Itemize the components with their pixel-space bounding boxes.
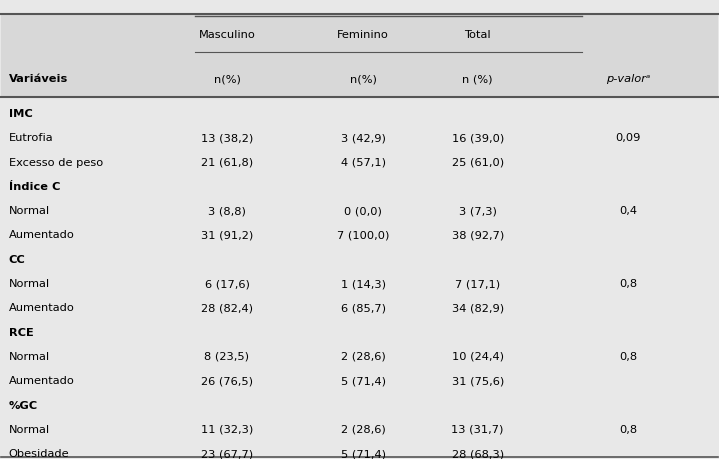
Text: Índice C: Índice C (9, 181, 60, 191)
Text: 31 (91,2): 31 (91,2) (201, 230, 253, 240)
Text: 0,09: 0,09 (615, 133, 641, 143)
Text: 0,4: 0,4 (619, 206, 637, 216)
Text: IMC: IMC (9, 109, 32, 119)
Text: Obesidade: Obesidade (9, 448, 69, 458)
Text: 13 (31,7): 13 (31,7) (452, 424, 504, 434)
Text: n(%): n(%) (214, 74, 240, 84)
Text: Excesso de peso: Excesso de peso (9, 157, 103, 167)
Text: 13 (38,2): 13 (38,2) (201, 133, 253, 143)
Text: Aumentado: Aumentado (9, 302, 75, 313)
Text: 28 (82,4): 28 (82,4) (201, 302, 253, 313)
Text: 8 (23,5): 8 (23,5) (204, 351, 249, 361)
Text: Normal: Normal (9, 279, 50, 288)
Text: 23 (67,7): 23 (67,7) (201, 448, 253, 458)
Text: 0,8: 0,8 (619, 279, 637, 288)
Text: RCE: RCE (9, 327, 33, 337)
Text: 21 (61,8): 21 (61,8) (201, 157, 253, 167)
Text: 31 (75,6): 31 (75,6) (452, 375, 504, 386)
Text: 34 (82,9): 34 (82,9) (452, 302, 504, 313)
Text: 2 (28,6): 2 (28,6) (341, 424, 385, 434)
Text: 5 (71,4): 5 (71,4) (341, 375, 385, 386)
Text: 7 (100,0): 7 (100,0) (337, 230, 389, 240)
FancyBboxPatch shape (1, 15, 718, 98)
Text: 11 (32,3): 11 (32,3) (201, 424, 253, 434)
Text: 10 (24,4): 10 (24,4) (452, 351, 504, 361)
Text: 26 (76,5): 26 (76,5) (201, 375, 253, 386)
Text: 2 (28,6): 2 (28,6) (341, 351, 385, 361)
Text: %GC: %GC (9, 400, 37, 410)
Text: 3 (7,3): 3 (7,3) (459, 206, 497, 216)
Text: 6 (85,7): 6 (85,7) (341, 302, 385, 313)
Text: Masculino: Masculino (198, 30, 255, 40)
Text: 0 (0,0): 0 (0,0) (344, 206, 382, 216)
Text: Aumentado: Aumentado (9, 230, 75, 240)
Text: 0,8: 0,8 (619, 351, 637, 361)
Text: 3 (8,8): 3 (8,8) (208, 206, 246, 216)
Text: 0,8: 0,8 (619, 424, 637, 434)
Text: Variáveis: Variáveis (9, 74, 68, 84)
Text: 4 (57,1): 4 (57,1) (341, 157, 385, 167)
Text: Eutrofia: Eutrofia (9, 133, 53, 143)
Text: n(%): n(%) (349, 74, 377, 84)
Text: 5 (71,4): 5 (71,4) (341, 448, 385, 458)
Text: 3 (42,9): 3 (42,9) (341, 133, 385, 143)
Text: Normal: Normal (9, 351, 50, 361)
Text: 28 (68,3): 28 (68,3) (452, 448, 504, 458)
Text: Normal: Normal (9, 424, 50, 434)
Text: 6 (17,6): 6 (17,6) (205, 279, 249, 288)
Text: 7 (17,1): 7 (17,1) (455, 279, 500, 288)
Text: Normal: Normal (9, 206, 50, 216)
Text: Aumentado: Aumentado (9, 375, 75, 386)
Text: CC: CC (9, 254, 25, 264)
Text: 38 (92,7): 38 (92,7) (452, 230, 504, 240)
Text: p-valorᵃ: p-valorᵃ (606, 74, 650, 84)
Text: 25 (61,0): 25 (61,0) (452, 157, 504, 167)
Text: n (%): n (%) (462, 74, 493, 84)
Text: 1 (14,3): 1 (14,3) (341, 279, 385, 288)
Text: Feminino: Feminino (337, 30, 389, 40)
Text: Total: Total (464, 30, 491, 40)
Text: 16 (39,0): 16 (39,0) (452, 133, 504, 143)
